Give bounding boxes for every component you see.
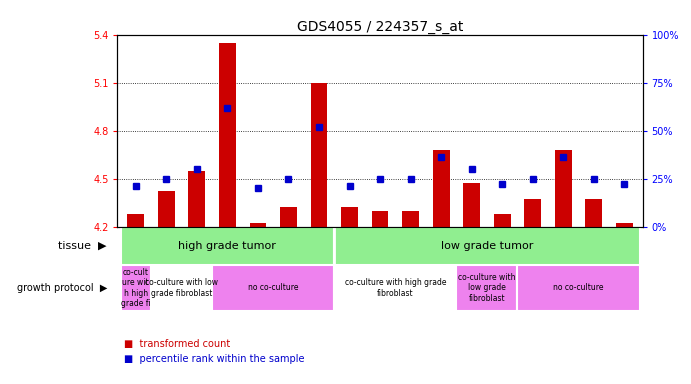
Bar	[616, 223, 633, 227]
Bar	[341, 207, 358, 227]
Bar	[334, 227, 640, 265]
Bar	[120, 265, 151, 311]
Bar	[120, 227, 334, 265]
Bar	[433, 150, 450, 227]
Text: co-cult
ure wit
h high
grade fi: co-cult ure wit h high grade fi	[121, 268, 151, 308]
Bar	[585, 199, 602, 227]
Text: co-culture with low
grade fibroblast: co-culture with low grade fibroblast	[145, 278, 218, 298]
Bar	[334, 265, 456, 311]
Bar	[280, 207, 297, 227]
Text: ■  percentile rank within the sample: ■ percentile rank within the sample	[124, 354, 305, 364]
Text: no co-culture: no co-culture	[248, 283, 299, 293]
Bar	[189, 170, 205, 227]
Bar	[402, 210, 419, 227]
Bar	[219, 43, 236, 227]
Bar	[518, 265, 640, 311]
Bar	[151, 265, 212, 311]
Bar	[456, 265, 518, 311]
Text: co-culture with high grade
fibroblast: co-culture with high grade fibroblast	[345, 278, 446, 298]
Bar	[494, 214, 511, 227]
Text: ■  transformed count: ■ transformed count	[124, 339, 231, 349]
Text: low grade tumor: low grade tumor	[441, 241, 533, 251]
Title: GDS4055 / 224357_s_at: GDS4055 / 224357_s_at	[297, 20, 463, 33]
Bar	[555, 150, 571, 227]
Bar	[524, 199, 541, 227]
Bar	[463, 184, 480, 227]
Bar	[310, 83, 328, 227]
Text: growth protocol  ▶: growth protocol ▶	[17, 283, 107, 293]
Bar	[372, 210, 388, 227]
Text: high grade tumor: high grade tumor	[178, 241, 276, 251]
Bar	[212, 265, 334, 311]
Text: tissue  ▶: tissue ▶	[59, 241, 107, 251]
Bar	[249, 223, 266, 227]
Text: no co-culture: no co-culture	[553, 283, 604, 293]
Text: co-culture with
low grade
fibroblast: co-culture with low grade fibroblast	[458, 273, 515, 303]
Bar	[127, 214, 144, 227]
Bar	[158, 191, 175, 227]
